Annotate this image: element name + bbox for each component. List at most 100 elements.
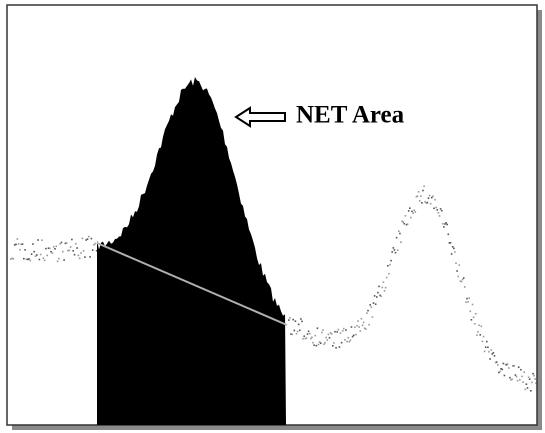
data-dot [316,327,319,329]
data-dot [319,342,322,344]
data-dot [63,259,65,261]
data-dot [519,379,521,381]
data-dot [445,222,447,224]
data-dot [483,350,486,353]
data-dot [402,221,404,223]
data-dot [349,339,352,342]
data-dot [405,223,408,226]
data-dot [382,281,385,283]
data-dot [522,381,524,383]
data-dot [383,290,386,292]
data-dot [308,332,311,335]
data-dot [91,249,94,251]
data-dot [29,259,32,262]
data-dot [493,355,496,357]
data-dot [94,242,97,245]
data-dot [506,363,509,365]
data-dot [350,326,353,328]
data-dot [76,247,78,249]
data-dot [508,367,510,369]
data-dot [414,211,417,213]
data-dot [315,344,318,347]
data-dot [338,346,341,348]
data-dot [65,242,68,244]
data-dot [52,246,55,248]
data-dot [323,343,325,345]
data-dot [467,301,469,303]
data-dot [425,202,428,204]
data-dot [495,361,498,363]
data-dot [525,383,528,385]
data-dot [530,390,532,392]
data-dot [341,330,344,332]
data-dot [78,257,81,260]
data-dot [527,376,530,379]
data-dot [359,330,362,332]
data-dot [370,306,373,308]
data-dot [526,387,529,389]
data-dot [291,333,293,336]
data-dot [367,309,369,312]
data-dot [33,250,35,253]
data-dot [396,249,399,251]
data-dot [75,243,77,245]
data-dot [28,258,30,260]
data-dot [13,244,16,246]
data-dot [486,340,488,343]
data-dot [409,207,411,209]
data-dot [80,252,82,254]
data-dot [406,223,409,225]
data-dot [23,257,25,260]
data-dot [533,374,535,377]
data-dot [457,275,459,278]
data-dot [343,327,345,330]
data-dot [55,245,58,248]
data-dot [318,341,321,343]
data-dot [387,265,389,267]
data-dot [523,371,525,373]
data-dot [439,208,442,210]
data-dot [395,236,398,239]
data-dot [314,334,316,337]
data-dot [330,333,333,335]
data-dot [301,320,303,323]
data-dot [501,368,503,371]
data-dot [311,336,313,339]
data-dot [372,302,375,304]
data-dot [12,258,15,260]
data-dot [484,346,487,348]
data-dot [334,330,336,333]
data-dot [54,248,56,250]
data-dot [43,259,46,262]
data-dot [448,242,451,244]
data-dot [310,337,312,340]
data-dot [512,365,514,367]
data-dot [369,304,371,306]
data-dot [361,324,364,327]
data-dot [451,246,454,248]
data-dot [442,223,444,225]
data-dot [42,257,45,260]
data-dot [60,241,63,244]
data-dot [292,318,294,321]
data-dot [416,195,419,197]
data-dot [84,256,86,258]
data-dot [288,319,290,321]
data-dot [336,331,338,333]
data-dot [77,254,80,257]
data-dot [385,276,388,279]
data-dot [464,286,466,288]
data-dot [502,362,505,365]
data-dot [468,297,470,299]
data-dot [401,220,403,223]
data-dot [317,343,320,346]
data-dot [50,250,52,253]
data-dot [355,333,357,336]
data-dot [415,195,418,198]
data-dot [39,253,42,256]
data-dot [403,222,406,225]
data-dot [437,212,440,214]
data-dot [47,247,50,249]
data-dot [81,237,84,240]
